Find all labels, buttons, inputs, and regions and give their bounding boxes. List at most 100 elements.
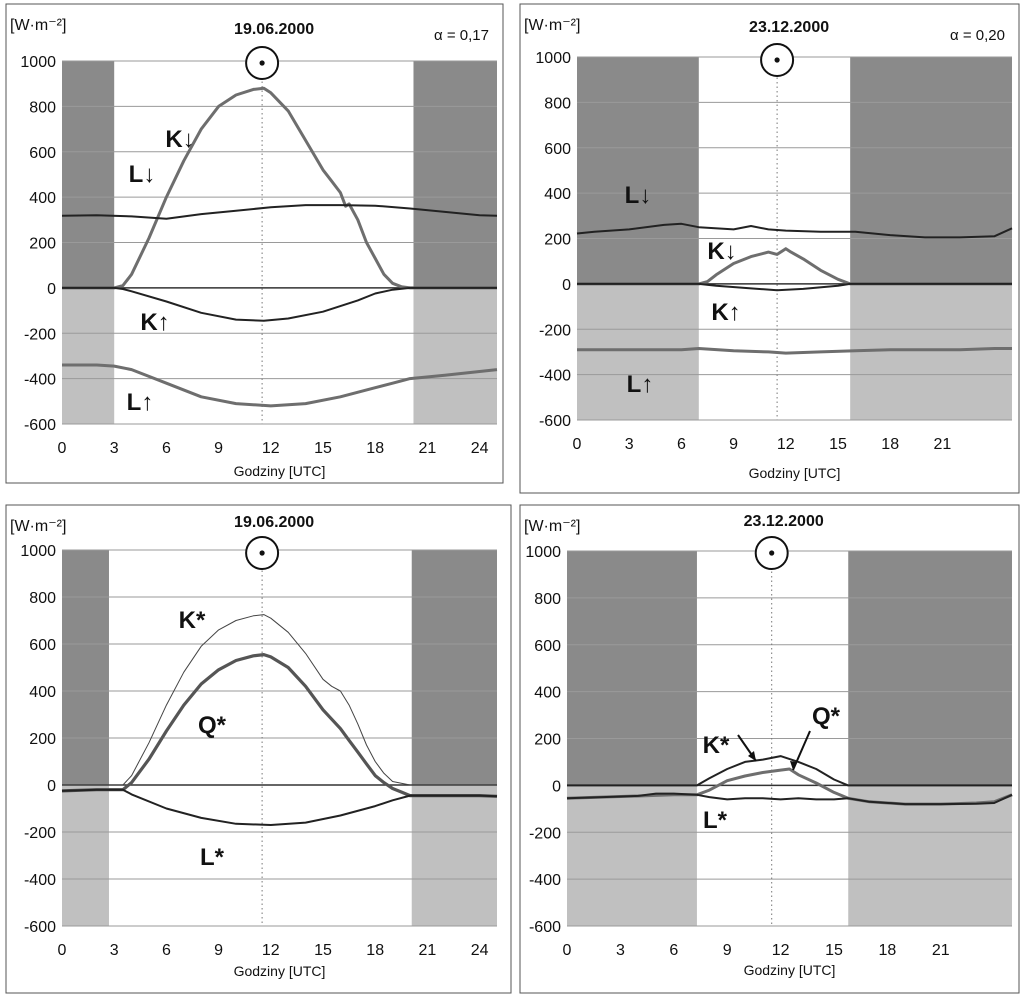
night-shade-evening-lower [411,785,497,926]
y-tick-label: 200 [544,232,571,249]
x-tick-label: 21 [932,942,950,959]
series-line [61,788,498,826]
x-tick-label: 6 [162,942,171,959]
y-tick-label: 600 [534,638,561,655]
y-tick-label: 0 [47,281,56,298]
y-tick-label: 400 [534,685,561,702]
series-line [61,653,498,798]
series-annotation: K↑ [711,299,740,326]
x-tick-label: 24 [471,942,489,959]
sun-icon [754,536,789,570]
series-line [567,755,1012,787]
series-line [62,286,497,322]
y-tick-label: -400 [24,372,56,389]
series-line [62,86,497,290]
night-shade-evening-lower [413,287,497,424]
y-tick-label: 800 [544,95,571,112]
night-shade-morning-upper [62,61,115,288]
sun-icon [245,46,280,80]
y-tick-label: 800 [534,591,561,608]
sun-icon [245,536,280,570]
x-tick-label: 9 [214,942,223,959]
x-axis-label: Godziny [UTC] [234,463,326,479]
night-shade-morning-lower [577,283,699,420]
night-shade-morning-upper [62,550,109,785]
night-shade-evening-lower [848,785,1012,926]
y-tick-label: 800 [29,590,56,607]
series-annotation: Q* [812,703,841,730]
series-annotation: L* [703,807,728,834]
series-line [566,792,1013,806]
x-axis-label: Godziny [UTC] [749,465,841,481]
albedo-label: α = 0,17 [434,27,489,44]
x-tick-label: 0 [58,440,67,457]
panel-title: 23.12.2000 [749,19,829,36]
y-axis-units: [W·m⁻²] [10,518,66,535]
series-annotation: K* [703,732,730,759]
y-tick-label: -600 [529,919,561,936]
x-tick-label: 0 [573,436,582,453]
x-tick-label: 3 [616,942,625,959]
series-annotation: K↓ [707,238,736,265]
y-tick-label: 1000 [20,543,56,560]
y-tick-label: 600 [29,637,56,654]
x-tick-label: 3 [110,942,119,959]
series-line [576,222,1013,239]
night-shade-morning-lower [567,785,697,926]
x-tick-label: 15 [314,942,332,959]
y-axis-units: [W·m⁻²] [524,518,580,535]
panel-title: 23.12.2000 [744,513,824,530]
x-axis-label: Godziny [UTC] [234,963,326,979]
x-tick-label: 21 [934,436,952,453]
y-tick-label: 1000 [535,50,571,67]
panel-title: 19.06.2000 [234,21,314,38]
x-tick-label: 18 [366,942,384,959]
x-tick-label: 18 [879,942,897,959]
series-annotation: L↑ [127,389,154,416]
series-line [577,347,1012,355]
y-tick-label: -200 [24,326,56,343]
x-tick-label: 24 [471,440,489,457]
night-shade-evening-lower [850,283,1012,420]
series-annotation: L* [200,844,225,871]
x-tick-label: 9 [214,440,223,457]
y-tick-label: 400 [544,186,571,203]
series-annotation: K↑ [140,309,169,336]
y-tick-label: -600 [24,919,56,936]
y-axis-units: [W·m⁻²] [524,17,580,34]
x-tick-label: 12 [772,942,790,959]
y-tick-label: 800 [29,99,56,116]
series-annotation: K* [179,607,206,634]
y-tick-label: 400 [29,684,56,701]
y-tick-label: 200 [29,731,56,748]
night-shade-morning-lower [62,287,115,424]
night-shade-morning-upper [577,57,699,284]
x-tick-label: 21 [419,440,437,457]
x-tick-label: 18 [881,436,899,453]
sun-icon [760,43,795,77]
x-tick-label: 0 [563,942,572,959]
x-tick-label: 0 [58,942,67,959]
y-tick-label: -200 [539,322,571,339]
y-tick-label: -400 [529,872,561,889]
y-tick-label: -600 [539,413,571,430]
arrow-q-star-head [790,761,797,770]
series-line [62,363,498,408]
x-tick-label: 15 [825,942,843,959]
night-shade-evening-upper [848,551,1012,786]
series-line [61,204,498,220]
night-shade-morning-lower [62,785,109,926]
series-line [577,247,1012,286]
y-tick-label: 600 [29,145,56,162]
y-tick-label: 1000 [525,544,561,561]
y-tick-label: -200 [529,825,561,842]
x-tick-label: 12 [262,942,280,959]
x-tick-label: 6 [677,436,686,453]
x-tick-label: 3 [625,436,634,453]
x-tick-label: 18 [366,440,384,457]
night-shade-evening-upper [850,57,1012,284]
series-line [62,614,497,786]
x-tick-label: 6 [669,942,678,959]
